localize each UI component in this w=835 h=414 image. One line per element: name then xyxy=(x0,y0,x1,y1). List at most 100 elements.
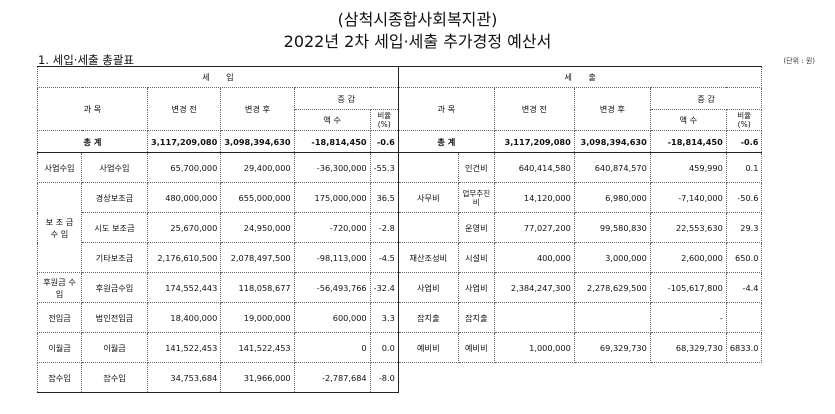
rev-amount: 175,000,000 xyxy=(293,182,371,213)
exp-total-ratio: -0.6 xyxy=(725,130,763,153)
exp-change-header: 증 감 xyxy=(649,87,763,110)
exp-amount: 2,600,000 xyxy=(649,242,727,273)
rev-total-before: 3,117,209,080 xyxy=(146,130,222,153)
rev-after: 655,000,000 xyxy=(220,182,295,213)
exp-ratio-header: 비율 (%) xyxy=(725,109,763,131)
section-heading: 1. 세입·세출 총괄표 xyxy=(38,53,134,67)
rev-change-header: 증 감 xyxy=(293,87,399,110)
exp-before: 2,384,247,300 xyxy=(493,272,575,303)
rev-ratio: 0.0 xyxy=(369,332,399,363)
exp-after: 99,580,830 xyxy=(573,212,651,243)
rev-before: 18,400,000 xyxy=(146,302,222,333)
rev-after: 31,966,000 xyxy=(220,362,295,393)
rev-before: 2,176,610,500 xyxy=(146,242,222,273)
rev-group: 사업수입 xyxy=(37,152,82,183)
exp-item: 운영비 xyxy=(457,212,495,243)
unit-label: (단위 : 원) xyxy=(783,57,815,65)
table-row: 잡수입 잡수입 34,753,684 31,966,000 -2,787,684… xyxy=(37,362,762,393)
empty-cell xyxy=(397,362,762,393)
rev-group: 후원금 수 입 xyxy=(37,272,82,303)
exp-item: 사업비 xyxy=(457,272,495,303)
rev-group: 전입금 xyxy=(37,302,82,333)
rev-after: 19,000,000 xyxy=(220,302,295,333)
rev-amount: -2,787,684 xyxy=(293,362,371,393)
exp-group xyxy=(397,212,459,243)
rev-amount: -720,000 xyxy=(293,212,371,243)
rev-item: 이월금 xyxy=(81,332,148,363)
exp-before: 14,120,000 xyxy=(493,182,575,213)
rev-amount: 600,000 xyxy=(293,302,371,333)
rev-item: 후원금수입 xyxy=(81,272,148,303)
header-row-3: 액 수 비율 (%) 액 수 비율 (%) xyxy=(38,109,763,131)
rev-ratio: -55.3 xyxy=(369,152,399,183)
rev-subject-header: 과 목 xyxy=(37,87,148,131)
exp-ratio: 29.3 xyxy=(725,212,763,243)
header-row-1: 세 입 세 출 xyxy=(37,66,763,88)
exp-group xyxy=(397,152,459,183)
exp-ratio: -4.4 xyxy=(725,272,763,303)
exp-after xyxy=(573,302,651,333)
exp-amount: - xyxy=(649,302,727,333)
rev-ratio: 36.5 xyxy=(369,182,399,213)
rev-item: 기타보조금 xyxy=(81,242,148,273)
rev-ratio: -2.8 xyxy=(369,212,399,243)
rev-before-header: 변경 전 xyxy=(146,87,222,131)
rev-item: 경상보조금 xyxy=(81,182,148,213)
exp-before: 77,027,200 xyxy=(493,212,575,243)
exp-amount: -105,617,800 xyxy=(649,272,727,303)
exp-total-label: 총 계 xyxy=(397,130,495,153)
exp-total-after: 3,098,394,630 xyxy=(573,130,651,153)
exp-ratio: -50.6 xyxy=(725,182,763,213)
exp-item: 업무추진비 xyxy=(457,182,495,213)
exp-amount: 459,990 xyxy=(649,152,727,183)
rev-amount: -98,113,000 xyxy=(293,242,371,273)
rev-before: 480,000,000 xyxy=(146,182,222,213)
table-row: 보 조 금 수 입 경상보조금 480,000,000 655,000,000 … xyxy=(37,182,763,273)
rev-item: 법인전입금 xyxy=(81,302,148,333)
rev-amount-header: 액 수 xyxy=(293,109,371,131)
rev-after-header: 변경 후 xyxy=(220,87,295,131)
rev-after: 118,058,677 xyxy=(220,272,295,303)
table-row: 이월금 이월금 141,522,453 141,522,453 0 0.0 예비… xyxy=(37,332,763,363)
document-subtitle: 2022년 2차 세입·세출 추가경정 예산서 xyxy=(283,32,552,51)
rev-after: 24,950,000 xyxy=(220,212,295,243)
rev-total-amount: -18,814,450 xyxy=(293,130,371,153)
exp-amount: 22,553,630 xyxy=(649,212,727,243)
exp-group: 사업비 xyxy=(397,272,459,303)
rev-after: 141,522,453 xyxy=(220,332,295,363)
exp-ratio: 650.0 xyxy=(725,242,763,273)
exp-after: 69,329,730 xyxy=(573,332,651,363)
rev-amount: -56,493,766 xyxy=(293,272,371,303)
exp-before: 400,000 xyxy=(493,242,575,273)
exp-total-before: 3,117,209,080 xyxy=(493,130,575,153)
exp-after: 3,000,000 xyxy=(573,242,651,273)
rev-after: 29,400,000 xyxy=(220,152,295,183)
table-row: 사업수입 사업수입 65,700,000 29,400,000 -36,300,… xyxy=(37,152,763,183)
rev-total-ratio: -0.6 xyxy=(369,130,399,153)
rev-ratio: -32.4 xyxy=(369,272,399,303)
exp-amount: 68,329,730 xyxy=(649,332,727,363)
total-row: 총 계 3,117,209,080 3,098,394,630 -18,814,… xyxy=(37,130,763,153)
exp-before: 1,000,000 xyxy=(493,332,575,363)
exp-after: 2,278,629,500 xyxy=(573,272,651,303)
exp-before-header: 변경 전 xyxy=(493,87,575,131)
exp-amount-header: 액 수 xyxy=(649,109,727,131)
exp-after: 640,874,570 xyxy=(573,152,651,183)
expense-header: 세 출 xyxy=(397,66,763,88)
exp-item: 인건비 xyxy=(457,152,495,183)
rev-group: 보 조 금 수 입 xyxy=(37,182,82,273)
rev-item: 시도 보조금 xyxy=(81,212,148,243)
rev-group: 잡수입 xyxy=(37,362,82,393)
rev-item: 사업수입 xyxy=(81,152,148,183)
exp-after: 6,980,000 xyxy=(573,182,651,213)
exp-item: 시설비 xyxy=(457,242,495,273)
rev-before: 65,700,000 xyxy=(146,152,222,183)
rev-before: 141,522,453 xyxy=(146,332,222,363)
exp-group: 사무비 xyxy=(397,182,459,213)
rev-before: 174,552,443 xyxy=(146,272,222,303)
rev-amount: 0 xyxy=(293,332,371,363)
exp-before xyxy=(493,302,575,333)
rev-item: 잡수입 xyxy=(81,362,148,393)
revenue-header: 세 입 xyxy=(37,66,399,88)
table-row: 기타보조금 2,176,610,500 2,078,497,500 -98,11… xyxy=(38,242,763,273)
